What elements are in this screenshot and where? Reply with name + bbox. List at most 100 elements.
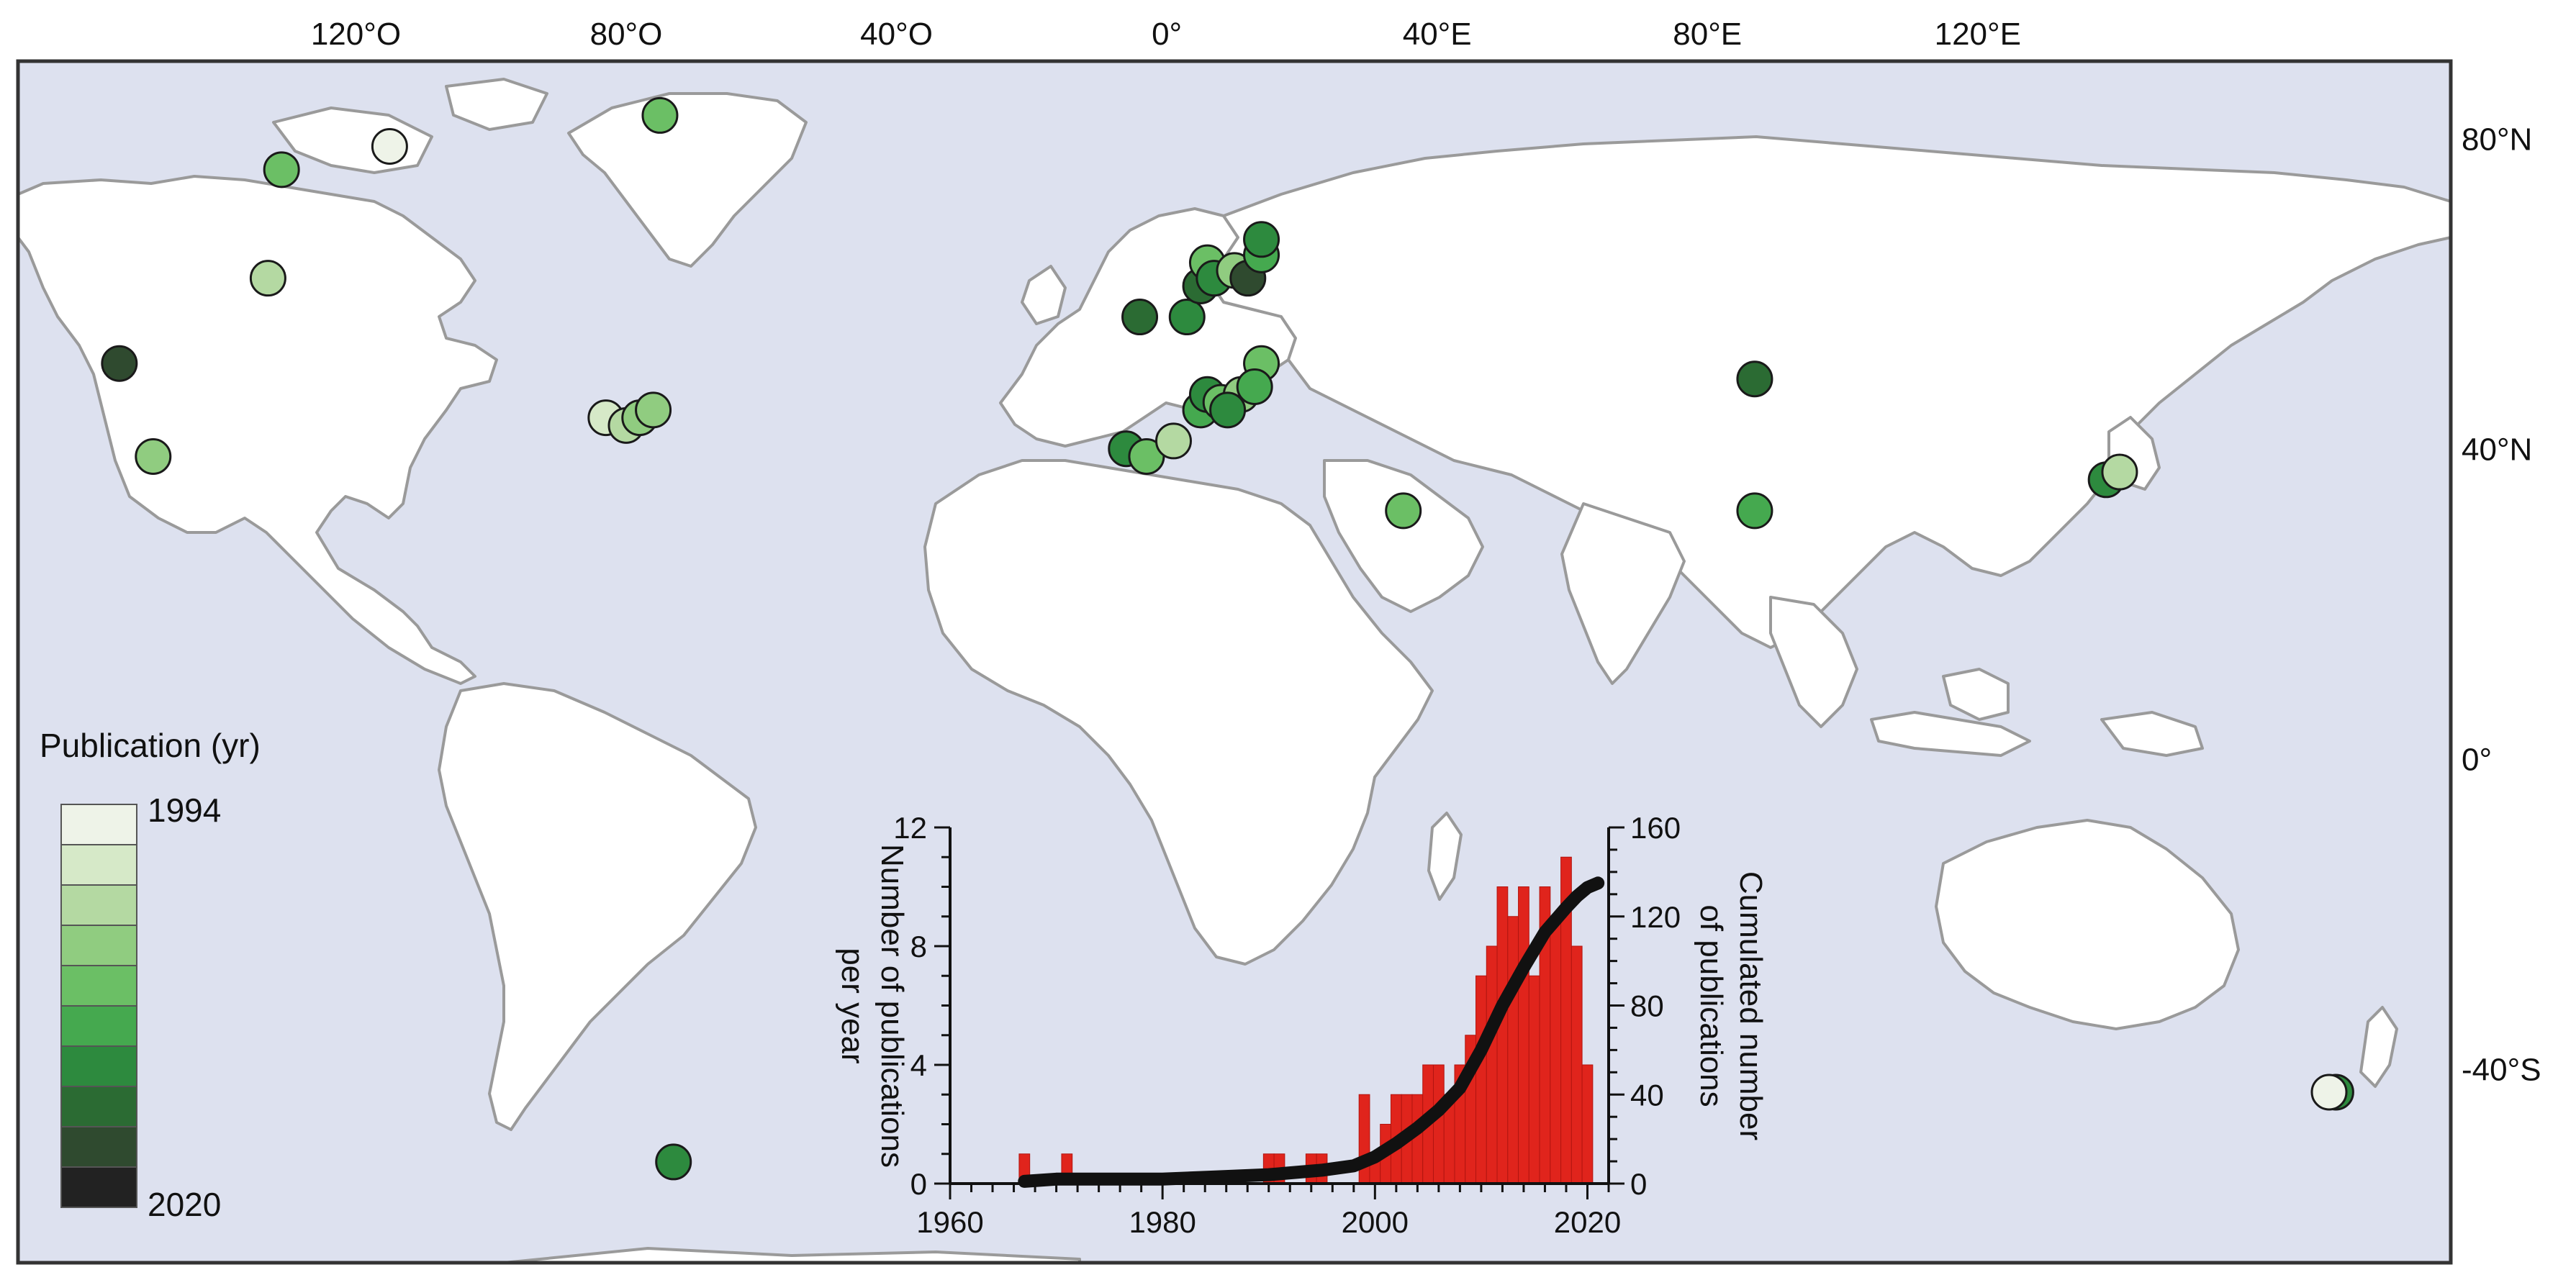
new-guinea bbox=[2100, 711, 2204, 757]
new-zealand bbox=[2359, 1006, 2398, 1088]
longitude-label: 120°O bbox=[311, 17, 401, 52]
longitude-label: 80°O bbox=[590, 17, 663, 52]
arctic-islands-2 bbox=[445, 78, 548, 131]
study-site-marker bbox=[1168, 299, 1206, 336]
study-site-marker bbox=[1155, 422, 1192, 460]
inset-y2-tick-label: 80 bbox=[1630, 989, 1664, 1023]
inset-bar bbox=[1581, 1064, 1594, 1184]
inset-bar bbox=[1432, 1064, 1445, 1184]
study-site-marker bbox=[101, 345, 138, 382]
study-site-marker bbox=[371, 128, 408, 165]
british-isles bbox=[1021, 265, 1067, 325]
india bbox=[1560, 502, 1686, 685]
inset-bar bbox=[1550, 916, 1562, 1184]
study-site-marker bbox=[1736, 360, 1773, 398]
legend-min-label: 1994 bbox=[148, 791, 221, 829]
legend-title: Publication (yr) bbox=[40, 727, 261, 764]
legend-color-scale bbox=[60, 804, 137, 1208]
legend-swatch bbox=[60, 965, 137, 1007]
inset-y2-tick-label: 160 bbox=[1630, 811, 1681, 845]
inset-bar bbox=[1518, 886, 1529, 1184]
inset-ylabel-line1: Number of publications bbox=[875, 844, 910, 1168]
inset-y-ticks: 0 4 8 12 bbox=[893, 811, 950, 1201]
longitude-label: 80°E bbox=[1673, 17, 1742, 52]
inset-y2-tick-label: 0 bbox=[1630, 1167, 1647, 1201]
southeast-asia bbox=[1769, 596, 1858, 728]
latitude-labels: 80°N 40°N 0° -40°S bbox=[2462, 122, 2541, 1088]
study-site-marker bbox=[2101, 453, 2138, 491]
inset-bar bbox=[1475, 975, 1487, 1184]
asia bbox=[1208, 135, 2452, 649]
study-site-marker bbox=[1209, 391, 1247, 429]
arabia bbox=[1323, 459, 1484, 613]
inset-bar bbox=[1507, 916, 1519, 1184]
inset-y-tick-label: 8 bbox=[910, 930, 927, 963]
legend-swatch bbox=[60, 884, 137, 926]
longitude-label: 40°O bbox=[860, 17, 933, 52]
inset-x-tick-label: 1980 bbox=[1129, 1205, 1196, 1239]
longitude-labels: 120°O 80°O 40°O 0° 40°E 80°E 120°E bbox=[311, 17, 2021, 52]
inset-y-tick-label: 4 bbox=[910, 1048, 927, 1082]
longitude-label: 40°E bbox=[1403, 17, 1472, 52]
inset-bar bbox=[1411, 1094, 1424, 1184]
latitude-label: 0° bbox=[2462, 743, 2492, 778]
inset-ylabel-line2: per year bbox=[835, 948, 870, 1063]
greenland bbox=[567, 92, 808, 268]
study-site-marker bbox=[135, 437, 172, 475]
study-site-marker bbox=[1121, 299, 1159, 336]
inset-y2label-line1: Cumulated number bbox=[1733, 871, 1768, 1140]
inset-chart: 1960 1980 2000 2020 0 4 8 12 0 40 80 120 160 Numbe… bbox=[835, 811, 1768, 1239]
study-site-marker bbox=[1385, 492, 1422, 530]
legend-max-label: 2020 bbox=[148, 1186, 221, 1223]
latitude-label: 40°N bbox=[2462, 432, 2532, 468]
study-site-marker bbox=[641, 96, 679, 134]
inset-bar bbox=[1486, 945, 1498, 1184]
legend-swatch bbox=[60, 1045, 137, 1087]
australia bbox=[1935, 819, 2240, 1030]
study-site-marker bbox=[249, 260, 286, 297]
inset-bar bbox=[1358, 1094, 1370, 1184]
inset-bar bbox=[1528, 975, 1540, 1184]
legend-swatch bbox=[60, 1005, 137, 1047]
inset-x-tick-label: 2020 bbox=[1554, 1205, 1621, 1239]
madagascar bbox=[1427, 812, 1463, 901]
inset-y2-ticks: 0 40 80 120 160 bbox=[1609, 811, 1681, 1201]
study-sites bbox=[101, 96, 2354, 1181]
latitude-label: -40°S bbox=[2462, 1053, 2541, 1088]
legend-swatch bbox=[60, 925, 137, 966]
study-site-marker bbox=[1243, 221, 1280, 258]
study-site-marker bbox=[263, 151, 300, 189]
legend-swatch bbox=[60, 1126, 137, 1168]
inset-y-tick-label: 12 bbox=[893, 811, 927, 845]
legend-swatch bbox=[60, 1086, 137, 1127]
longitude-label: 0° bbox=[1152, 17, 1182, 52]
land-masses bbox=[17, 78, 2452, 1264]
south-america bbox=[438, 682, 757, 1131]
legend-swatch bbox=[60, 804, 137, 845]
borneo bbox=[1942, 668, 2010, 721]
inset-x-ticks: 1960 1980 2000 2020 bbox=[916, 1184, 1621, 1239]
legend-swatch bbox=[60, 1166, 137, 1208]
inset-y2-tick-label: 40 bbox=[1630, 1078, 1664, 1112]
inset-y2label-line2: of publications bbox=[1694, 904, 1729, 1107]
inset-cumulative-line bbox=[1018, 876, 1605, 1188]
latitude-label: 80°N bbox=[2462, 122, 2532, 158]
africa bbox=[923, 459, 1434, 966]
indonesia bbox=[1870, 711, 2031, 757]
inset-y2-tick-label: 120 bbox=[1630, 900, 1681, 934]
inset-bar bbox=[1496, 886, 1509, 1184]
north-america bbox=[17, 175, 498, 685]
inset-x-tick-label: 2000 bbox=[1342, 1205, 1409, 1239]
inset-bar bbox=[1571, 945, 1583, 1184]
study-site-marker bbox=[1236, 368, 1273, 406]
study-site-marker bbox=[635, 391, 672, 429]
study-site-marker bbox=[655, 1143, 692, 1181]
study-site-marker bbox=[1736, 492, 1773, 530]
map-border bbox=[16, 59, 2453, 1265]
study-site-marker bbox=[2310, 1074, 2348, 1111]
legend: Publication (yr) 1994 2020 bbox=[40, 727, 261, 1223]
inset-y-tick-label: 0 bbox=[910, 1167, 927, 1201]
longitude-label: 120°E bbox=[1935, 17, 2021, 52]
legend-swatch bbox=[60, 844, 137, 886]
